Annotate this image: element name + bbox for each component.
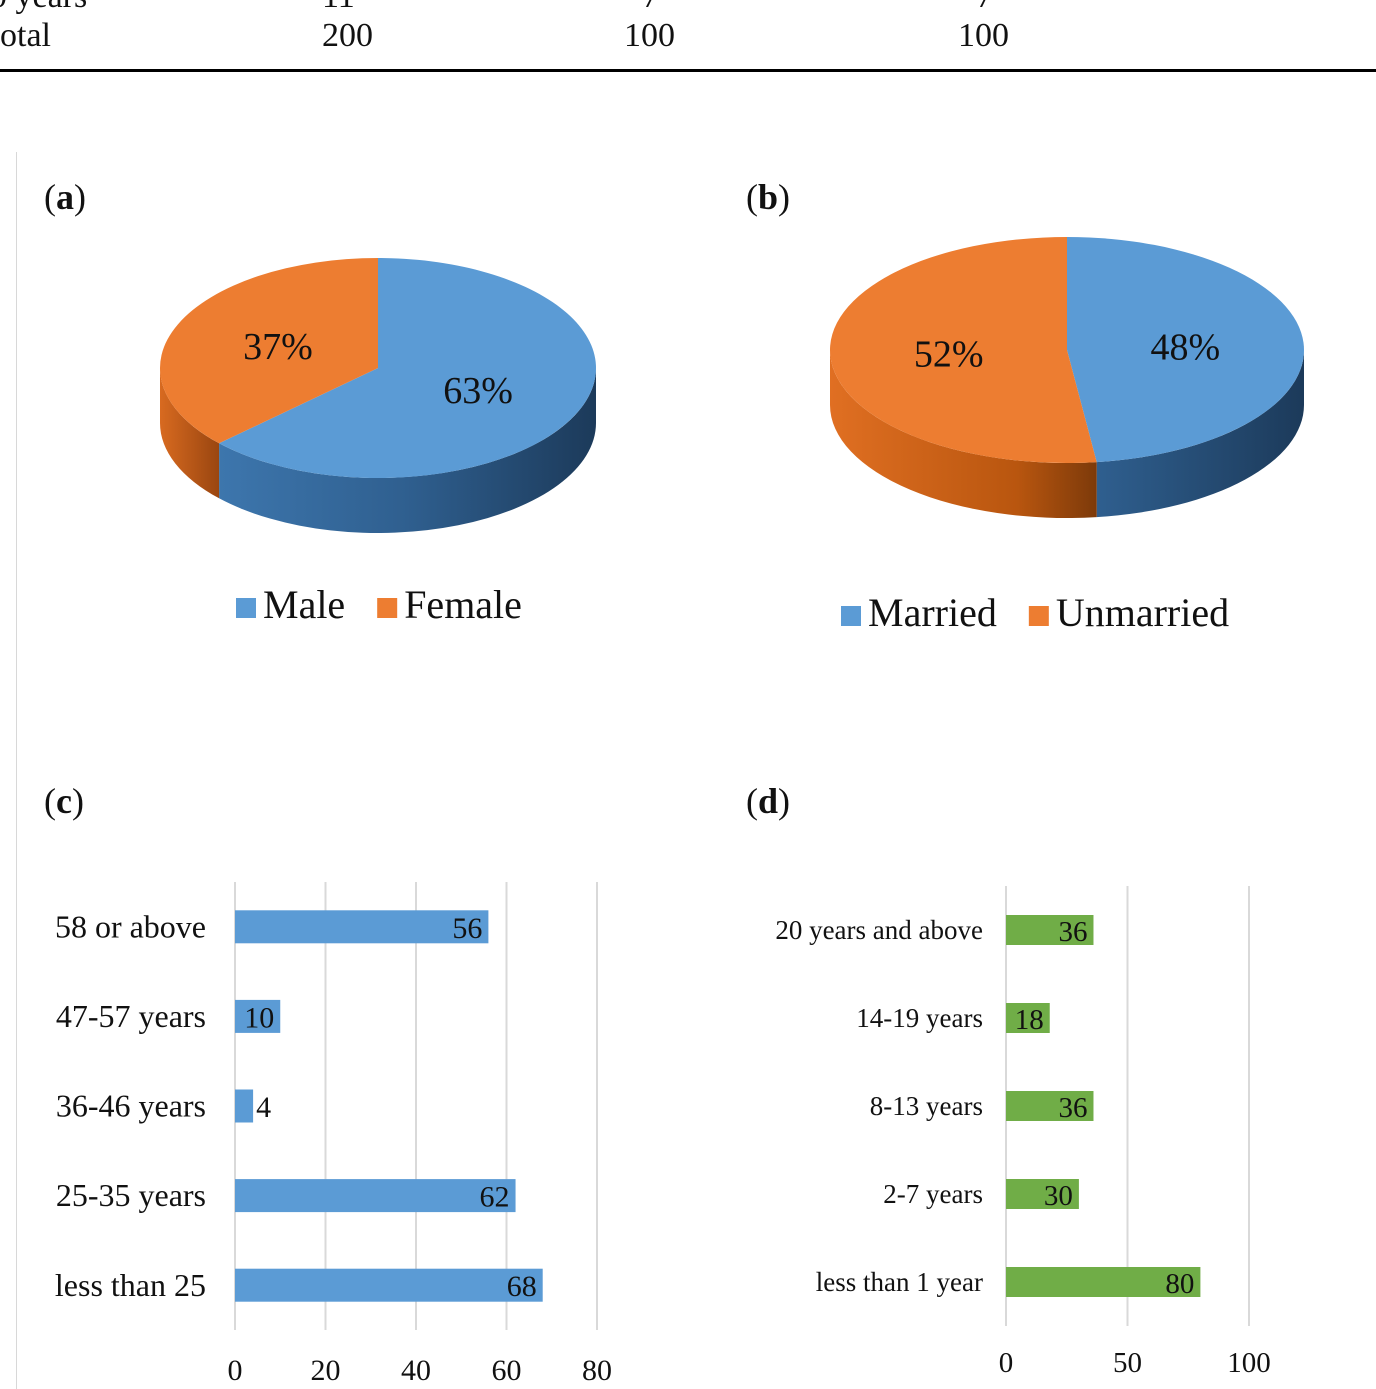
gender-pie-chart: 63% 37% Male Female [160, 258, 596, 627]
panel-label-a: (a) [44, 177, 86, 217]
bar-25-35-years [235, 1179, 516, 1213]
table-bottom-rule [0, 69, 1376, 72]
data-label-8-13-years: 36 [1058, 1092, 1087, 1124]
panel-label-d: (d) [746, 781, 791, 821]
category-label-8-13-years: 8-13 years [870, 1091, 983, 1121]
table-cell-col2: 100 [624, 17, 675, 54]
pie-side-female [160, 368, 220, 499]
pie-slice-unmarried [830, 237, 1097, 463]
bar-58-or-above [235, 910, 489, 944]
legend-swatch-male [236, 598, 256, 618]
category-label-47-57-years: 47-57 years [56, 998, 206, 1034]
pie-data-label-female: 37% [243, 326, 313, 368]
pie-slice-female [160, 258, 378, 444]
x-tick-label-20: 20 [311, 1354, 341, 1387]
bar-8-13-years [1006, 1091, 1094, 1121]
x-tick-label-100: 100 [1227, 1347, 1271, 1379]
table-cell-col3: 7 [976, 0, 993, 16]
age-group-bar-chart: 0 20 40 60 80 58 or above 56 47-57 years 10 36-46… [55, 882, 612, 1387]
category-label-14-19-years: 14-19 years [856, 1003, 983, 1033]
x-tick-label-0: 0 [999, 1347, 1014, 1379]
data-label-less-than-1-year: 80 [1165, 1268, 1194, 1300]
bar-less-than-1-year [1006, 1267, 1201, 1297]
table-cell-col1: 200 [322, 17, 373, 54]
data-label-47-57-years: 10 [244, 1001, 274, 1034]
legend-swatch-unmarried [1028, 606, 1049, 626]
category-label-less-than-25: less than 25 [55, 1267, 206, 1303]
legend-swatch-married [841, 606, 861, 626]
category-label-25-35-years: 25-35 years [56, 1177, 206, 1213]
category-label-58-or-above: 58 or above [55, 908, 206, 944]
bar-47-57-years [235, 999, 281, 1033]
table-cell-label: 0 years [0, 0, 87, 16]
x-tick-label-60: 60 [492, 1354, 522, 1387]
panel-label-b: (b) [746, 177, 791, 217]
category-label-36-46-years: 36-46 years [56, 1088, 206, 1124]
marital-status-pie-chart: 48% 52% Married Unmarried [830, 237, 1304, 635]
table-cell-label: otal [0, 17, 51, 54]
pie-side-married [1096, 350, 1304, 518]
category-label-20-years-and-above: 20 years and above [775, 915, 983, 945]
data-label-58-or-above: 56 [452, 912, 482, 945]
data-label-14-19-years: 18 [1015, 1004, 1044, 1036]
legend-label-male: Male [263, 582, 345, 627]
table-cell-col2: 7 [642, 0, 659, 16]
pie-slice-male [219, 258, 596, 478]
table-cell-col1: 11 [322, 0, 355, 16]
pie-data-label-unmarried: 52% [914, 334, 984, 376]
legend-label-married: Married [868, 590, 997, 635]
category-label-less-than-1-year: less than 1 year [816, 1267, 983, 1297]
pie-side-male [219, 368, 596, 533]
bar-36-46-years [235, 1089, 254, 1123]
pie-data-label-married: 48% [1150, 326, 1220, 368]
data-label-less-than-25: 68 [507, 1270, 537, 1303]
legend-label-unmarried: Unmarried [1056, 590, 1229, 635]
bar-20-years-and-above [1006, 915, 1094, 945]
panel-label-c: (c) [44, 781, 84, 821]
table-cell-col3: 100 [958, 17, 1009, 54]
data-label-25-35-years: 62 [480, 1181, 510, 1214]
pie-side-unmarried [830, 350, 1097, 518]
legend-label-female: Female [404, 582, 522, 627]
data-label-20-years-and-above: 36 [1058, 916, 1087, 948]
x-tick-label-40: 40 [401, 1354, 431, 1387]
data-label-36-46-years: 4 [256, 1091, 271, 1124]
x-tick-label-50: 50 [1113, 1347, 1142, 1379]
legend-swatch-female [377, 598, 398, 618]
pie-slice-married [1067, 237, 1304, 463]
figure-frame-border [16, 152, 17, 1389]
data-label-2-7-years: 30 [1044, 1180, 1073, 1212]
bar-14-19-years [1006, 1003, 1050, 1033]
pie-data-label-male: 63% [443, 370, 513, 412]
x-tick-label-0: 0 [228, 1354, 243, 1387]
x-tick-label-80: 80 [582, 1354, 612, 1387]
experience-bar-chart: 0 50 100 20 years and above 36 14-19 years 18 8… [775, 886, 1271, 1379]
bar-2-7-years [1006, 1179, 1079, 1209]
category-label-2-7-years: 2-7 years [883, 1179, 983, 1209]
bar-less-than-25 [235, 1268, 543, 1302]
